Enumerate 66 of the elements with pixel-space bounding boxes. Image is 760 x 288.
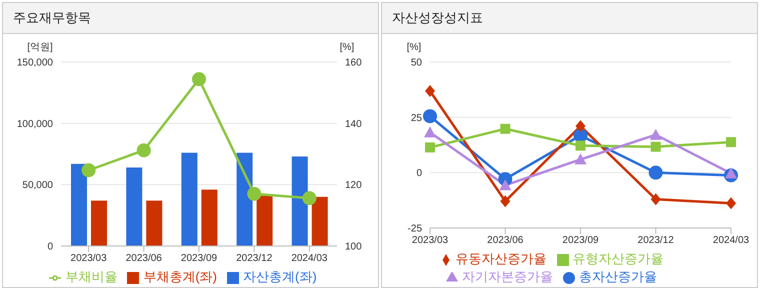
y-tick-label: 0: [416, 168, 422, 180]
legend-label: 부채비율: [65, 269, 118, 284]
bar: [181, 152, 198, 246]
bar: [146, 200, 162, 246]
x-tick-label: 2024/03: [712, 235, 750, 246]
point: [136, 143, 151, 158]
y-tick-label: 150,000: [16, 58, 54, 69]
point: [648, 166, 663, 180]
x-tick-label: 2023/03: [412, 235, 449, 246]
x-tick-label: 2023/09: [180, 253, 218, 264]
y-axis-title: [%]: [406, 42, 422, 53]
point: [425, 142, 435, 152]
y2-axis-title: [%]: [340, 42, 354, 53]
point: [424, 126, 436, 138]
y2-tick-label: 140: [345, 118, 362, 130]
x-tick-label: 2023/12: [638, 235, 674, 246]
bar: [312, 196, 328, 246]
y-tick-label: 0: [47, 242, 54, 253]
y2-tick-label: 160: [345, 58, 362, 69]
point: [725, 167, 737, 178]
bar: [236, 152, 253, 246]
point: [247, 186, 262, 201]
x-tick-label: 2023/09: [562, 235, 600, 246]
point: [423, 109, 437, 124]
point: [574, 153, 586, 164]
y2-tick-label: 120: [345, 180, 362, 192]
point: [650, 128, 662, 140]
point: [82, 163, 96, 178]
point: [425, 84, 435, 97]
point: [500, 124, 510, 134]
x-tick-label: 2023/12: [236, 253, 273, 264]
point: [576, 120, 586, 132]
bar: [126, 167, 142, 246]
bar: [91, 200, 107, 246]
y-tick-label: 25: [410, 112, 422, 124]
y-axis-title: [억원]: [27, 42, 53, 53]
point: [500, 195, 510, 208]
bar: [201, 190, 218, 246]
x-tick-label: 2023/06: [487, 235, 524, 246]
x-tick-label: 2023/06: [126, 253, 162, 264]
point: [650, 193, 661, 206]
legend-label: 총자산증가율: [579, 269, 657, 284]
legend-label: 자산총계(좌): [243, 269, 317, 284]
x-tick-label: 2023/03: [70, 253, 108, 264]
point: [650, 142, 661, 152]
y-tick-label: 50: [410, 58, 422, 69]
point: [726, 197, 736, 210]
bar: [71, 164, 87, 246]
point: [302, 191, 316, 206]
chart-title: 주요재무항목: [3, 3, 378, 34]
y-tick-label: 50,000: [22, 180, 54, 192]
chart-title: 자산성장성지표: [382, 3, 757, 34]
legend-label: 부채총계(좌): [143, 269, 217, 284]
point: [576, 140, 586, 151]
point: [192, 72, 206, 86]
y-tick-label: -25: [408, 224, 422, 235]
bar: [256, 196, 273, 246]
x-tick-label: 2024/03: [291, 253, 328, 264]
y2-tick-label: 100: [345, 242, 362, 253]
legend-label: 자기자본증가율: [462, 269, 553, 284]
bar: [292, 156, 308, 246]
legend-label: 유형자산증가율: [572, 251, 664, 266]
y-tick-label: 100,000: [16, 118, 54, 130]
point: [499, 179, 512, 190]
legend-label: 유동자산증가율: [456, 251, 546, 266]
point: [726, 137, 736, 148]
